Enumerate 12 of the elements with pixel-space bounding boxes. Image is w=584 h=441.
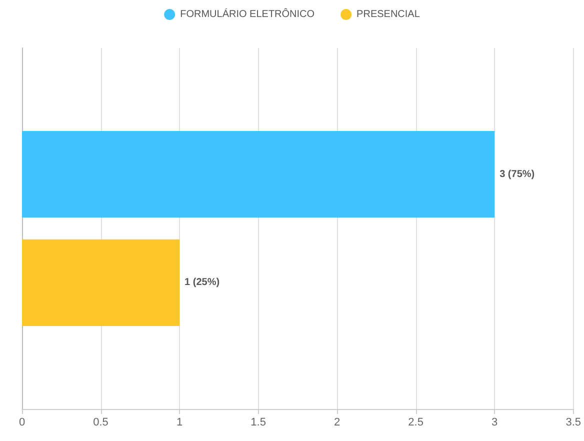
x-tick-label: 2 xyxy=(334,416,340,428)
x-tick-label: 3.5 xyxy=(566,416,582,428)
x-tick-label: 3 xyxy=(492,416,498,428)
legend-label: PRESENCIAL xyxy=(356,9,420,20)
x-tick-label: 1.5 xyxy=(250,416,266,428)
data-label: 1 (25%) xyxy=(184,277,220,288)
x-tick-label: 1 xyxy=(176,416,183,428)
x-tick-label: 0.5 xyxy=(93,416,108,428)
legend-label: FORMULÁRIO ELETRÔNICO xyxy=(180,8,315,20)
x-tick-label: 2.5 xyxy=(408,416,424,428)
x-tick-label: 0 xyxy=(18,416,26,428)
data-label: 3 (75%) xyxy=(500,168,535,180)
